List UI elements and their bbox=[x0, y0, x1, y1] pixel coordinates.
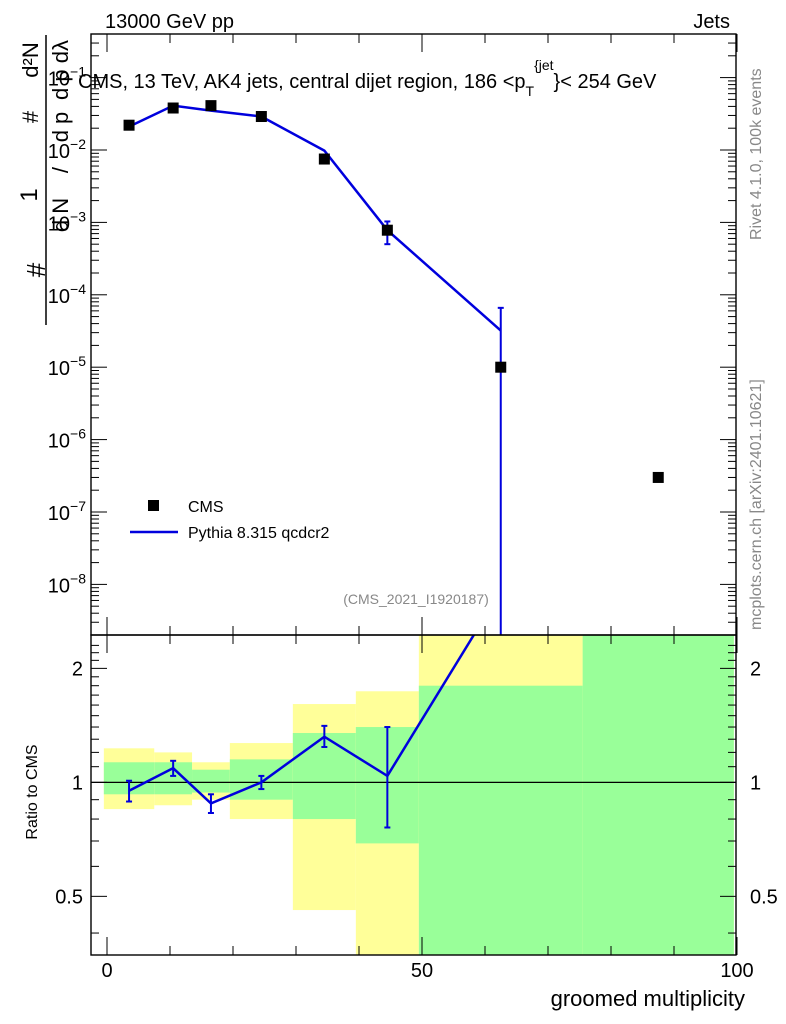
category-label: Jets bbox=[693, 11, 730, 33]
main-ytick-label-2: 10−3 bbox=[48, 208, 86, 235]
ratio-ylabel: Ratio to CMS bbox=[24, 744, 41, 839]
main-ytick-label-3: 10−4 bbox=[48, 281, 86, 308]
ratio-mc-series bbox=[126, 635, 476, 829]
cms-point-3 bbox=[255, 111, 267, 123]
ratio-ytick-label-left-0: 0.5 bbox=[55, 886, 83, 908]
svg-text:d N: d N bbox=[48, 198, 73, 232]
ratio-uncertainty-bands bbox=[103, 635, 734, 955]
svg-text:#: # bbox=[18, 110, 43, 123]
legend-cms-marker bbox=[148, 500, 159, 511]
xtick-label-1: 50 bbox=[411, 960, 433, 982]
xtick-label-2: 100 bbox=[720, 960, 753, 982]
main-panel bbox=[91, 34, 736, 635]
legend: CMS Pythia 8.315 qcdcr2 bbox=[130, 499, 330, 542]
svg-text:d p dλ: d p dλ bbox=[48, 40, 73, 100]
main-series bbox=[123, 100, 664, 635]
svg-text:d²N: d²N bbox=[18, 42, 43, 77]
main-ytick-label-1: 10−2 bbox=[48, 136, 86, 163]
svg-text:/: / bbox=[48, 166, 73, 173]
cms-point-7 bbox=[652, 471, 664, 483]
svg-text:d p: d p bbox=[48, 112, 73, 143]
main-ytick-label-5: 10−6 bbox=[48, 426, 86, 453]
ratio-ytick-label-right-0: 0.5 bbox=[750, 886, 778, 908]
mcplots-credit: mcplots.cern.ch [arXiv:2401.10621] bbox=[748, 379, 765, 630]
xtick-label-0: 0 bbox=[101, 960, 112, 982]
rivet-version: Rivet 4.1.0, 100k events bbox=[748, 68, 765, 240]
ratio-ytick-label-left-1: 1 bbox=[72, 772, 83, 794]
analysis-id: (CMS_2021_I1920187) bbox=[343, 591, 489, 607]
ratio-ytick-label-right-1: 1 bbox=[750, 772, 761, 794]
svg-text:#: # bbox=[21, 262, 51, 277]
legend-pythia-label: Pythia 8.315 qcdcr2 bbox=[188, 525, 330, 542]
main-ytick-label-6: 10−7 bbox=[48, 498, 86, 525]
cms-point-6 bbox=[495, 361, 507, 373]
ratio-band-green-2 bbox=[192, 769, 230, 793]
main-ytick-label-4: 10−5 bbox=[48, 353, 86, 380]
ratio-ytick-label-left-2: 2 bbox=[72, 658, 83, 680]
svg-text:1: 1 bbox=[16, 188, 43, 201]
energy-label: 13000 GeV pp bbox=[105, 11, 234, 33]
axis-ticks bbox=[91, 33, 738, 955]
cms-point-2 bbox=[205, 100, 217, 112]
ratio-frame bbox=[90, 634, 737, 956]
main-ytick-label-0: 10−1 bbox=[48, 64, 86, 91]
chart-title: CMS, 13 TeV, AK4 jets, central dijet reg… bbox=[78, 57, 657, 99]
main-ytick-label-7: 10−8 bbox=[48, 570, 86, 597]
cms-point-0 bbox=[123, 119, 135, 131]
main-ylabel: # 1 d N / d p # d²N d p dλ bbox=[16, 35, 73, 325]
cms-point-5 bbox=[381, 224, 393, 236]
ratio-band-green-7 bbox=[582, 635, 734, 955]
axis-tick-labels: 10−1 10−2 10−3 10−4 10−5 10−6 10−7 10−8 0.5 0.5 1 1… bbox=[48, 64, 778, 982]
legend-cms-label: CMS bbox=[188, 499, 224, 516]
ratio-ytick-label-right-2: 2 bbox=[750, 658, 761, 680]
x-axis-label: groomed multiplicity bbox=[551, 986, 745, 1011]
cms-point-4 bbox=[318, 153, 330, 165]
cms-point-1 bbox=[167, 102, 179, 114]
ratio-band-green-6 bbox=[418, 685, 583, 955]
